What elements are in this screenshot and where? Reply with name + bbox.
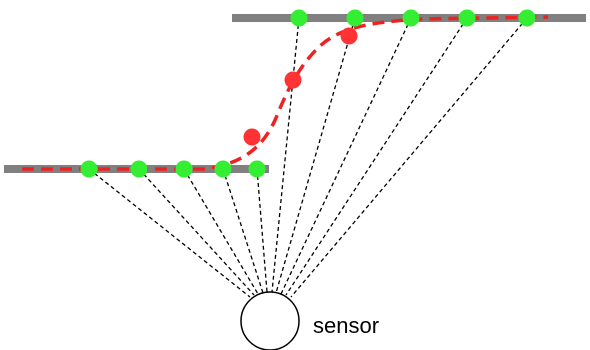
beam-lines <box>88 17 528 298</box>
beam-line-1 <box>88 168 251 298</box>
surface-point-10 <box>518 9 536 27</box>
sensor-circle <box>240 291 300 350</box>
interpolated-point-1 <box>243 128 261 146</box>
surface-point-5 <box>248 160 266 178</box>
surface-point-2 <box>130 160 148 178</box>
sensor-label: sensor <box>313 313 379 338</box>
interpolated-point-2 <box>284 71 302 89</box>
beam-line-6 <box>271 17 300 293</box>
surface-point-1 <box>80 160 98 178</box>
beam-line-10 <box>290 17 528 298</box>
interpolated-points <box>243 27 358 146</box>
surface-point-9 <box>458 9 476 27</box>
beam-line-4 <box>222 168 264 294</box>
surface-point-3 <box>175 160 193 178</box>
beam-line-3 <box>183 168 259 295</box>
beam-line-2 <box>138 168 255 296</box>
beam-line-7 <box>275 17 356 294</box>
beam-line-5 <box>256 168 268 293</box>
interpolated-point-3 <box>340 27 358 45</box>
surface-point-6 <box>290 9 308 27</box>
fitted-curve <box>22 15 549 171</box>
surface-point-7 <box>346 9 364 27</box>
beam-line-8 <box>280 17 412 295</box>
surface-point-8 <box>402 9 420 27</box>
surface-points <box>80 9 536 178</box>
beam-line-9 <box>285 17 468 296</box>
surface-point-4 <box>214 160 232 178</box>
